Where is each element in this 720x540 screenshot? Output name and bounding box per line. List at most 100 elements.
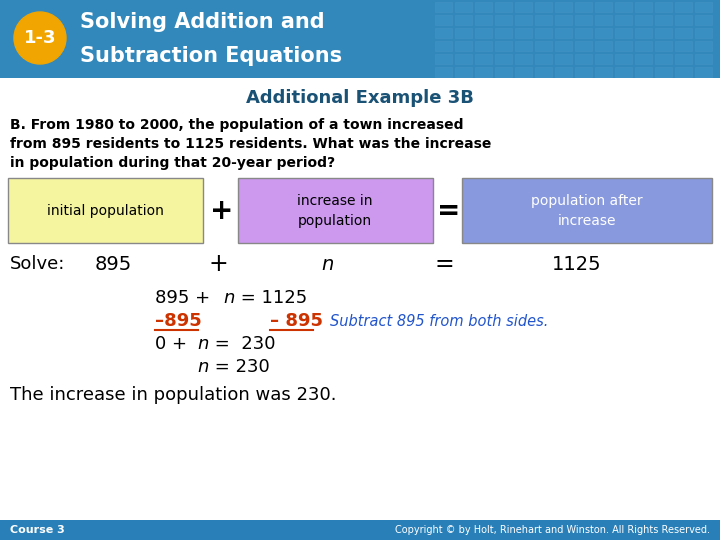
Bar <box>435 15 452 25</box>
Bar <box>635 28 652 38</box>
Bar <box>535 15 552 25</box>
Bar <box>435 28 452 38</box>
Bar <box>595 41 612 51</box>
Bar <box>695 67 712 77</box>
Bar <box>615 15 632 25</box>
Text: from 895 residents to 1125 residents. What was the increase: from 895 residents to 1125 residents. Wh… <box>10 137 491 151</box>
Text: Solving Addition and: Solving Addition and <box>80 12 325 32</box>
Text: =  230: = 230 <box>209 335 276 353</box>
Bar <box>655 41 672 51</box>
Bar <box>695 2 712 12</box>
Bar <box>635 15 652 25</box>
Bar <box>475 2 492 12</box>
Bar <box>455 2 472 12</box>
Bar <box>595 15 612 25</box>
Bar <box>555 28 572 38</box>
Bar <box>462 178 712 243</box>
Bar <box>575 67 592 77</box>
Text: Subtract 895 from both sides.: Subtract 895 from both sides. <box>330 314 549 328</box>
Text: =: = <box>437 197 461 225</box>
Text: population after
increase: population after increase <box>531 194 643 228</box>
Text: 895: 895 <box>95 254 132 273</box>
Bar <box>435 2 452 12</box>
Bar <box>655 54 672 64</box>
Bar <box>8 178 203 243</box>
Bar <box>475 54 492 64</box>
Text: – 895: – 895 <box>270 312 323 330</box>
Bar <box>515 15 532 25</box>
Text: = 230: = 230 <box>209 358 270 376</box>
Bar <box>575 54 592 64</box>
Bar <box>695 41 712 51</box>
Bar <box>635 67 652 77</box>
Text: 1-3: 1-3 <box>24 29 56 47</box>
Bar <box>535 28 552 38</box>
Text: n: n <box>223 289 235 307</box>
Text: n: n <box>197 335 208 353</box>
Bar <box>475 67 492 77</box>
Bar <box>535 41 552 51</box>
Bar <box>675 28 692 38</box>
Bar <box>515 67 532 77</box>
Bar <box>515 41 532 51</box>
Bar <box>495 15 512 25</box>
Text: 0 +: 0 + <box>155 335 193 353</box>
Text: in population during that 20-year period?: in population during that 20-year period… <box>10 156 335 170</box>
Bar <box>595 54 612 64</box>
Bar <box>615 41 632 51</box>
Bar <box>695 15 712 25</box>
Text: The increase in population was 230.: The increase in population was 230. <box>10 386 336 404</box>
Bar <box>675 15 692 25</box>
Text: +: + <box>208 252 228 276</box>
Bar <box>615 28 632 38</box>
Bar <box>615 67 632 77</box>
Text: +: + <box>210 197 234 225</box>
Bar <box>655 2 672 12</box>
Text: 1125: 1125 <box>552 254 602 273</box>
Bar <box>435 54 452 64</box>
Bar <box>595 67 612 77</box>
Bar <box>635 41 652 51</box>
Bar <box>455 67 472 77</box>
Text: Course 3: Course 3 <box>10 525 65 535</box>
Text: 895 +: 895 + <box>155 289 216 307</box>
Bar <box>495 28 512 38</box>
Bar <box>475 28 492 38</box>
Bar <box>655 28 672 38</box>
Bar <box>435 41 452 51</box>
Bar <box>675 2 692 12</box>
Bar <box>455 15 472 25</box>
Bar <box>238 178 433 243</box>
Bar <box>675 54 692 64</box>
Bar <box>615 54 632 64</box>
Bar <box>575 41 592 51</box>
Text: n: n <box>197 358 208 376</box>
Bar <box>695 54 712 64</box>
Bar <box>535 54 552 64</box>
Bar <box>555 67 572 77</box>
Bar <box>655 15 672 25</box>
Bar <box>555 15 572 25</box>
Bar <box>695 28 712 38</box>
Bar <box>515 28 532 38</box>
Bar <box>0 520 720 540</box>
Bar <box>515 54 532 64</box>
Text: initial population: initial population <box>47 204 163 218</box>
Bar <box>435 67 452 77</box>
Bar <box>535 67 552 77</box>
Bar <box>635 54 652 64</box>
Text: increase in
population: increase in population <box>297 194 373 228</box>
Bar <box>635 2 652 12</box>
Bar <box>595 2 612 12</box>
Text: Copyright © by Holt, Rinehart and Winston. All Rights Reserved.: Copyright © by Holt, Rinehart and Winsto… <box>395 525 710 535</box>
Bar <box>455 28 472 38</box>
Bar <box>615 2 632 12</box>
Text: = 1125: = 1125 <box>235 289 307 307</box>
Bar <box>455 54 472 64</box>
Bar <box>475 15 492 25</box>
Bar <box>555 41 572 51</box>
Bar <box>495 41 512 51</box>
Bar <box>495 54 512 64</box>
Bar <box>575 28 592 38</box>
Bar <box>595 28 612 38</box>
